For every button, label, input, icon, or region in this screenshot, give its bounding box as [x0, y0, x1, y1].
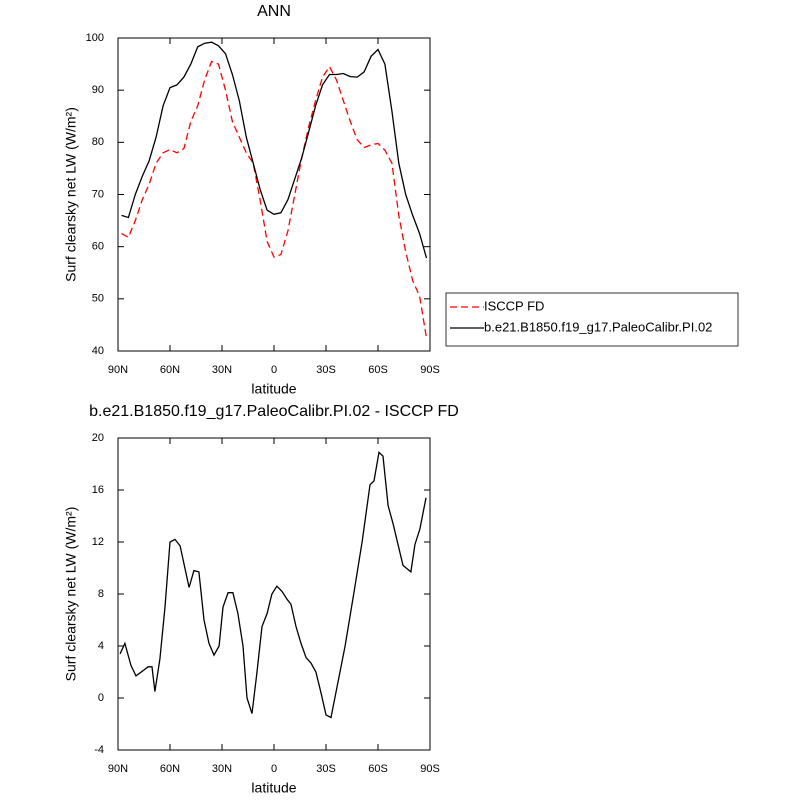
y-tick-label: 4 [98, 640, 104, 652]
y-tick-label: 90 [92, 84, 104, 96]
x-tick-label: 30S [316, 763, 336, 775]
y-tick-label: 40 [92, 345, 104, 357]
x-tick-label: 0 [271, 763, 277, 775]
x-tick-label: 90S [420, 763, 440, 775]
y-tick-label: 8 [98, 588, 104, 600]
legend-label: ISCCP FD [484, 298, 544, 313]
series-line [121, 41, 428, 259]
y-tick-label: 80 [92, 136, 104, 148]
x-tick-label: 90S [420, 364, 440, 376]
y-tick-label: 100 [86, 32, 104, 44]
series-line [121, 60, 428, 339]
x-tick-label: 60N [160, 763, 180, 775]
plot-frame [117, 37, 431, 352]
x-tick-label: 90N [108, 364, 128, 376]
x-tick-label: 60S [368, 364, 388, 376]
y-tick-label: 60 [92, 241, 104, 253]
y-tick-label: 12 [92, 536, 104, 548]
legend: ISCCP FD b.e21.B1850.f19_g17.PaleoCalibr.… [445, 292, 739, 347]
x-tick-label: 30N [212, 364, 232, 376]
y-tick-label: 50 [92, 293, 104, 305]
x-axis-label: latitude [251, 381, 296, 397]
y-tick-label: 70 [92, 188, 104, 200]
chart-title: b.e21.B1850.f19_g17.PaleoCalibr.PI.02 - … [89, 403, 459, 420]
plot-frame [117, 437, 431, 751]
legend-box [445, 292, 739, 347]
x-tick-label: 30S [316, 364, 336, 376]
y-axis-label: Surf clearsky net LW (W/m²) [63, 107, 79, 282]
x-tick-label: 90N [108, 763, 128, 775]
y-tick-label: 0 [98, 692, 104, 704]
x-tick-label: 60S [368, 763, 388, 775]
x-tick-label: 30N [212, 763, 232, 775]
y-tick-label: 16 [92, 484, 104, 496]
legend-label: b.e21.B1850.f19_g17.PaleoCalibr.PI.02 [484, 319, 712, 334]
y-tick-label: -4 [94, 744, 104, 756]
x-tick-label: 60N [160, 364, 180, 376]
x-axis-label: latitude [251, 780, 296, 796]
series-line [119, 450, 427, 719]
y-tick-label: 20 [92, 432, 104, 444]
y-axis-label: Surf clearsky net LW (W/m²) [63, 507, 79, 682]
chart-title: ANN [257, 3, 291, 20]
x-tick-label: 0 [271, 364, 277, 376]
